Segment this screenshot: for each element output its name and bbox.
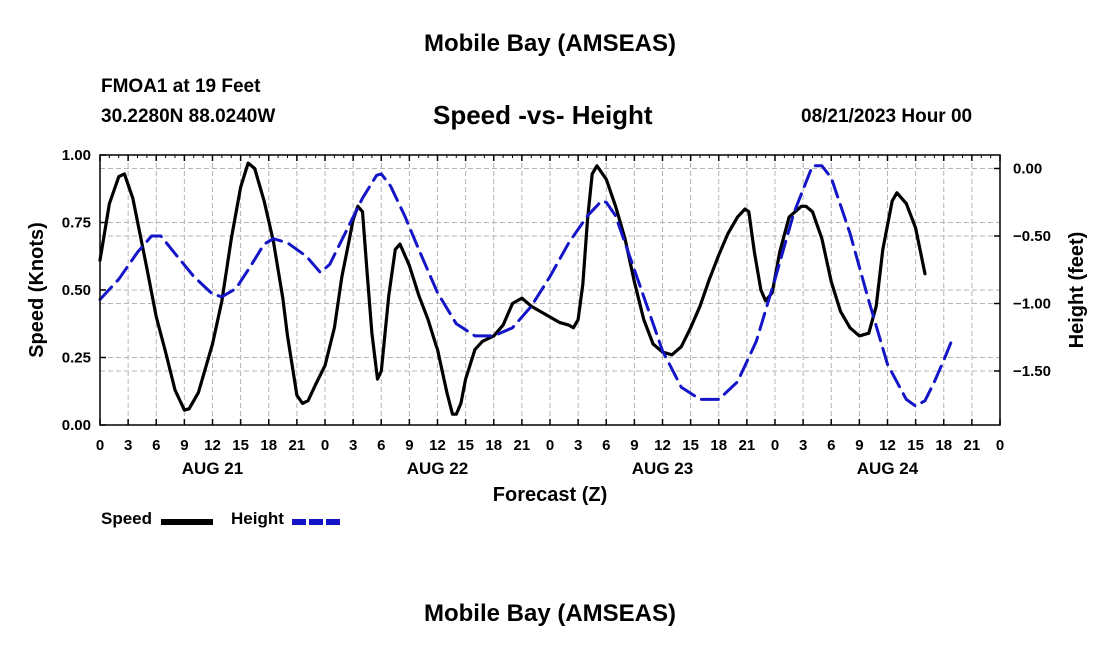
x-tick-label: 21	[289, 437, 306, 454]
y2-axis-label: Height (feet)	[1066, 232, 1088, 349]
x-tick-label: 9	[405, 437, 413, 454]
x-tick-label: 15	[682, 437, 699, 454]
x-tick-label: 18	[260, 437, 277, 454]
x-tick-label: 21	[514, 437, 531, 454]
chart-subtitle: Speed -vs- Height	[433, 100, 653, 130]
day-label: AUG 23	[632, 459, 693, 478]
x-tick-label: 18	[710, 437, 727, 454]
x-tick-label: 3	[124, 437, 132, 454]
y2-tick-label: −0.50	[1013, 228, 1051, 245]
x-tick-label: 0	[771, 437, 779, 454]
x-tick-label: 12	[429, 437, 446, 454]
legend-label-speed: Speed	[101, 509, 153, 528]
forecast-run-time: 08/21/2023 Hour 00	[801, 106, 973, 127]
grid-lines	[100, 155, 1000, 425]
x-tick-label: 6	[602, 437, 610, 454]
y-tick-label: 0.50	[62, 282, 91, 299]
y-axis-label: Speed (Knots)	[26, 222, 48, 358]
x-tick-label: 0	[96, 437, 104, 454]
x-tick-label: 9	[855, 437, 863, 454]
y2-tick-label: −1.50	[1013, 363, 1051, 380]
x-tick-label: 6	[827, 437, 835, 454]
x-tick-label: 6	[152, 437, 160, 454]
x-tick-label: 18	[935, 437, 952, 454]
legend-label-height: Height	[231, 509, 284, 528]
x-tick-label: 21	[739, 437, 756, 454]
x-tick-label: 18	[485, 437, 502, 454]
x-axis-label: Forecast (Z)	[493, 484, 607, 506]
legend-swatch-speed	[161, 519, 213, 525]
x-tick-label: 12	[204, 437, 221, 454]
x-tick-label: 15	[457, 437, 474, 454]
series-line-height	[98, 164, 955, 408]
day-label: AUG 24	[857, 459, 919, 478]
y2-tick-label: −1.00	[1013, 296, 1051, 313]
repeated-title: Mobile Bay (AMSEAS)	[423, 600, 677, 627]
x-tick-label: 3	[349, 437, 357, 454]
x-tick-label: 9	[180, 437, 188, 454]
axes: 0 3 6 9 12 15 18 21 0 3 6 9 12 15 18 21 0 3 6 9 12 15 18 21 0 3 6 9…	[62, 147, 1051, 478]
y-tick-label: 0.00	[62, 417, 91, 434]
y-tick-label: 1.00	[62, 147, 91, 164]
series-lines	[98, 161, 955, 416]
main-title: Mobile Bay (AMSEAS)	[423, 30, 677, 57]
x-tick-label: 0	[321, 437, 329, 454]
y-tick-label: 0.75	[62, 215, 91, 232]
x-tick-label: 0	[546, 437, 554, 454]
x-tick-label: 3	[574, 437, 582, 454]
x-tick-label: 21	[964, 437, 981, 454]
day-label: AUG 22	[407, 459, 468, 478]
legend-swatch-height	[292, 519, 342, 525]
series-line-speed	[98, 161, 927, 416]
day-label: AUG 21	[182, 459, 243, 478]
station-coordinates: 30.2280N 88.0240W	[101, 106, 276, 127]
x-tick-label: 3	[799, 437, 807, 454]
x-tick-label: 12	[654, 437, 671, 454]
y2-tick-label: 0.00	[1013, 161, 1042, 178]
x-tick-label: 15	[907, 437, 924, 454]
x-tick-label: 12	[879, 437, 896, 454]
x-tick-label: 0	[996, 437, 1004, 454]
x-tick-label: 9	[630, 437, 638, 454]
x-tick-label: 6	[377, 437, 385, 454]
x-tick-label: 15	[232, 437, 249, 454]
y-tick-label: 0.25	[62, 350, 91, 367]
station-name: FMOA1 at 19 Feet	[101, 76, 261, 97]
